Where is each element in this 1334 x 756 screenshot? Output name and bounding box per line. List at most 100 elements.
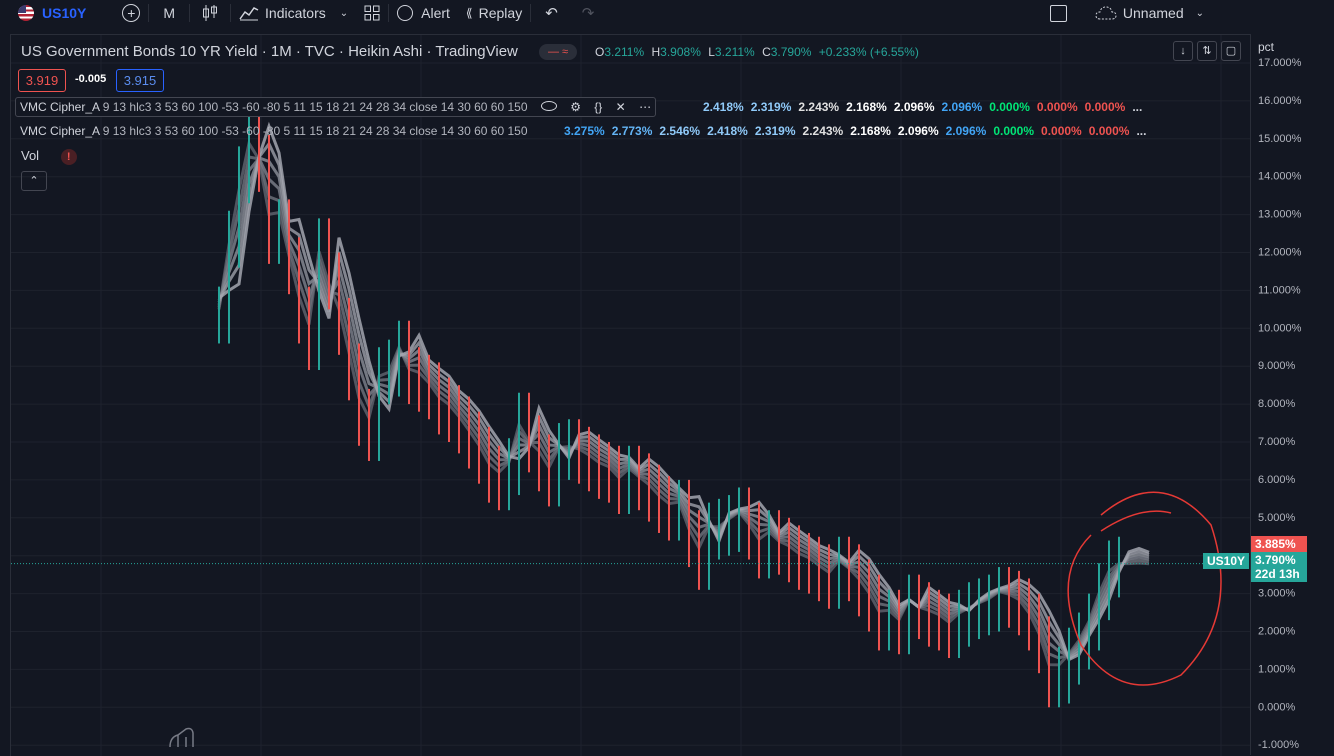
interval-label: M (163, 5, 176, 21)
indicator-value: 2.096% (941, 100, 983, 114)
axis-tick-label: 11.000% (1258, 284, 1301, 296)
indicator-value: ... (1136, 124, 1147, 138)
axis-tick-label: 1.000% (1258, 663, 1296, 675)
indicator-legend-1[interactable]: VMC Cipher_A 9 13 hlc3 3 53 60 100 -53 -… (15, 97, 657, 117)
series-title: US Government Bonds 10 YR Yield · 1M · T… (21, 43, 518, 60)
axis-tick-label: 3.000% (1258, 588, 1296, 600)
indicators-button[interactable]: Indicators ⌄ (231, 0, 356, 26)
indicators-icon (239, 7, 259, 21)
indicator-value: 2.096% (893, 100, 935, 114)
spread-value: -0.005 (75, 73, 107, 85)
buy-button[interactable]: 3.915 (116, 69, 164, 92)
sell-button[interactable]: 3.919 (18, 69, 66, 92)
buy-price: 3.915 (123, 73, 157, 88)
indicator-value: 2.319% (750, 100, 792, 114)
sell-price: 3.919 (25, 73, 59, 88)
indicator-value: 2.096% (945, 124, 987, 138)
redo-button[interactable]: ↷ (572, 0, 605, 26)
axis-tick-label: 5.000% (1258, 512, 1296, 524)
templates-button[interactable] (356, 0, 388, 26)
divider (230, 4, 232, 22)
cloud-icon (1095, 6, 1117, 20)
legend-toggle[interactable]: — ≈ (539, 44, 577, 60)
more-icon[interactable]: ⋯ (639, 100, 652, 114)
indicator-value: ... (1132, 100, 1143, 114)
indicator-name: VMC Cipher_A (20, 100, 100, 114)
legend-title-row: US Government Bonds 10 YR Yield · 1M · T… (21, 43, 518, 60)
symbol-search-button[interactable]: US10Y (0, 0, 94, 26)
plus-circle-icon: + (122, 4, 141, 22)
price-chart[interactable] (11, 35, 1251, 756)
undo-button[interactable]: ↶ (531, 0, 572, 26)
indicators-label: Indicators (265, 5, 326, 21)
collapse-legend-button[interactable]: ⌃ (21, 171, 47, 191)
ohlc-values: O3.211% H3.908% L3.211% C3.790% +0.233% … (595, 45, 919, 59)
axis-tick-label: 8.000% (1258, 398, 1296, 410)
interval-button[interactable]: M (149, 0, 189, 26)
indicator-value: 2.243% (802, 124, 844, 138)
braces-icon[interactable]: {} (594, 100, 603, 114)
rewind-icon: ⟪ (465, 6, 473, 20)
indicator-value: 0.000% (989, 100, 1030, 114)
fullscreen-button[interactable] (1042, 0, 1087, 26)
axis-tick-label: 17.000% (1258, 57, 1302, 69)
axis-tick-label: 10.000% (1258, 322, 1302, 334)
tradingview-logo-icon (169, 727, 194, 748)
ema-ribbon-line (218, 121, 1150, 662)
indicator-name: VMC Cipher_A (20, 124, 100, 138)
grid-icon (364, 5, 380, 21)
chevron-down-icon: ⌄ (1195, 7, 1204, 19)
indicator-value: 3.275% (564, 124, 605, 138)
redo-icon: ↷ (581, 5, 595, 22)
symbol-label: US10Y (42, 5, 87, 21)
price-axis[interactable]: pct 17.000% 16.000% 15.000% 14.000% 13.000% 1… (1250, 34, 1334, 755)
alert-button[interactable]: Alert (389, 0, 458, 26)
maximize-icon[interactable]: ▢ (1221, 41, 1241, 61)
symbol-price-tag: US10Y (1203, 553, 1250, 569)
divider (189, 4, 191, 22)
gear-icon[interactable]: ⚙ (570, 100, 581, 114)
high-price-tag: 3.885% (1251, 536, 1307, 552)
indicator-value: 2.418% (707, 124, 748, 138)
axis-tick-label: 16.000% (1258, 95, 1302, 107)
alarm-clock-icon (397, 5, 414, 21)
axis-unit: pct (1258, 40, 1275, 54)
axis-tick-label: 13.000% (1258, 209, 1302, 221)
indicator-value: 2.418% (703, 100, 744, 114)
indicator-value: 2.168% (850, 124, 891, 138)
volume-legend[interactable]: Vol ! (21, 148, 77, 165)
collapse-icon[interactable]: ⇅ (1197, 41, 1217, 61)
axis-tick-label: 6.000% (1258, 474, 1296, 486)
indicator-value: 2.546% (659, 124, 701, 138)
axis-tick-label: 15.000% (1258, 133, 1302, 145)
indicator-params: 9 13 hlc3 3 53 60 100 -53 -60 -80 5 11 1… (102, 124, 528, 138)
layout-button[interactable]: Unnamed ⌄ (1087, 0, 1334, 26)
last-price-tag: 3.790% 22d 13h (1251, 552, 1307, 582)
axis-tick-label: 12.000% (1258, 247, 1302, 259)
volume-label: Vol (21, 148, 40, 163)
candles-icon (203, 5, 218, 21)
indicator-value: 0.000% (993, 124, 1035, 138)
top-toolbar: US10Y + M Indicators ⌄ Alert ⟪ Replay ↶ … (0, 0, 1334, 26)
indicator-values-1: 2.418% 2.319% 2.243% 2.168% 2.096% 2.096% 0.00… (703, 100, 1149, 114)
replay-label: Replay (478, 5, 523, 21)
indicator-value: 2.773% (611, 124, 653, 138)
axis-ticks: 17.000% 16.000% 15.000% 14.000% 13.000% 12.00… (1258, 57, 1302, 751)
drawn-annotation-circle[interactable] (1067, 491, 1222, 686)
us-flag-icon (18, 5, 34, 21)
divider (388, 4, 390, 22)
axis-tick-label: 9.000% (1258, 360, 1296, 372)
move-down-icon[interactable]: ↓ (1173, 41, 1193, 61)
pane-controls: ↓ ⇅ ▢ (1173, 41, 1241, 61)
indicator-values-2: 3.275% 2.773% 2.546% 2.418% 2.319% 2.243% 2.16… (564, 124, 1153, 138)
chart-pane[interactable]: US Government Bonds 10 YR Yield · 1M · T… (10, 34, 1251, 756)
chart-type-button[interactable] (190, 0, 230, 26)
indicator-legend-2[interactable]: VMC Cipher_A 9 13 hlc3 3 53 60 100 -53 -… (20, 124, 528, 138)
close-icon[interactable]: ✕ (615, 100, 626, 114)
indicator-value: 0.000% (1041, 124, 1082, 138)
axis-tick-label: 0.000% (1258, 701, 1296, 713)
eye-icon[interactable] (540, 101, 557, 111)
replay-button[interactable]: ⟪ Replay (458, 0, 530, 26)
axis-tick-label: -1.000% (1258, 739, 1299, 751)
compare-button[interactable]: + (114, 0, 148, 26)
